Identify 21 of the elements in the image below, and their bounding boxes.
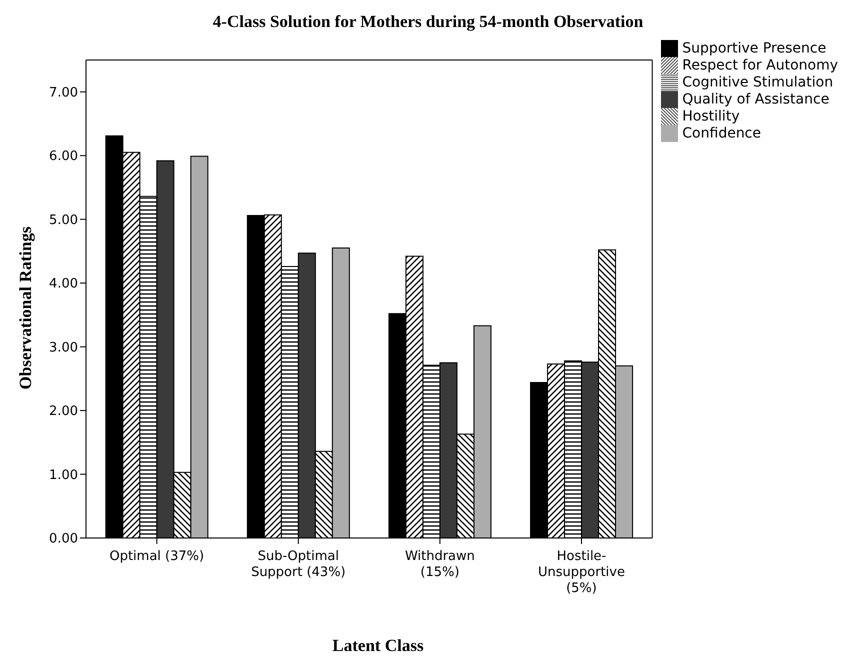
y-tick-label: 0.00 xyxy=(49,532,78,547)
legend-label: Hostility xyxy=(682,108,740,124)
legend-label: Supportive Presence xyxy=(682,40,826,56)
legend-label: Respect for Autonomy xyxy=(682,57,838,74)
legend-label: Confidence xyxy=(682,125,761,142)
y-tick-label: 7.00 xyxy=(49,85,78,100)
legend-label: Quality of Assistance xyxy=(682,91,830,108)
legend-label: Cognitive Stimulation xyxy=(682,74,834,90)
y-tick-label: 3.00 xyxy=(49,340,78,356)
x-tick-label: Withdrawn (15%) xyxy=(404,549,475,580)
chart-title: 4-Class Solution for Mothers during 54-month Observation xyxy=(212,12,644,32)
y-axis-title: Observational Ratings xyxy=(16,226,36,392)
x-tick-label: Sub-Optimal Support (43%) xyxy=(251,549,346,580)
x-axis-title: Latent Class xyxy=(331,636,425,656)
y-tick-label: 2.00 xyxy=(49,404,78,420)
y-tick-label: 5.00 xyxy=(49,212,78,228)
y-tick-label: 6.00 xyxy=(49,149,78,164)
x-tick-label: Hostile-Unsupportive (5%) xyxy=(538,549,625,596)
y-tick-label: 1.00 xyxy=(49,468,78,483)
x-tick-label: Optimal (37%) xyxy=(109,549,204,564)
y-tick-label: 4.00 xyxy=(49,276,78,292)
